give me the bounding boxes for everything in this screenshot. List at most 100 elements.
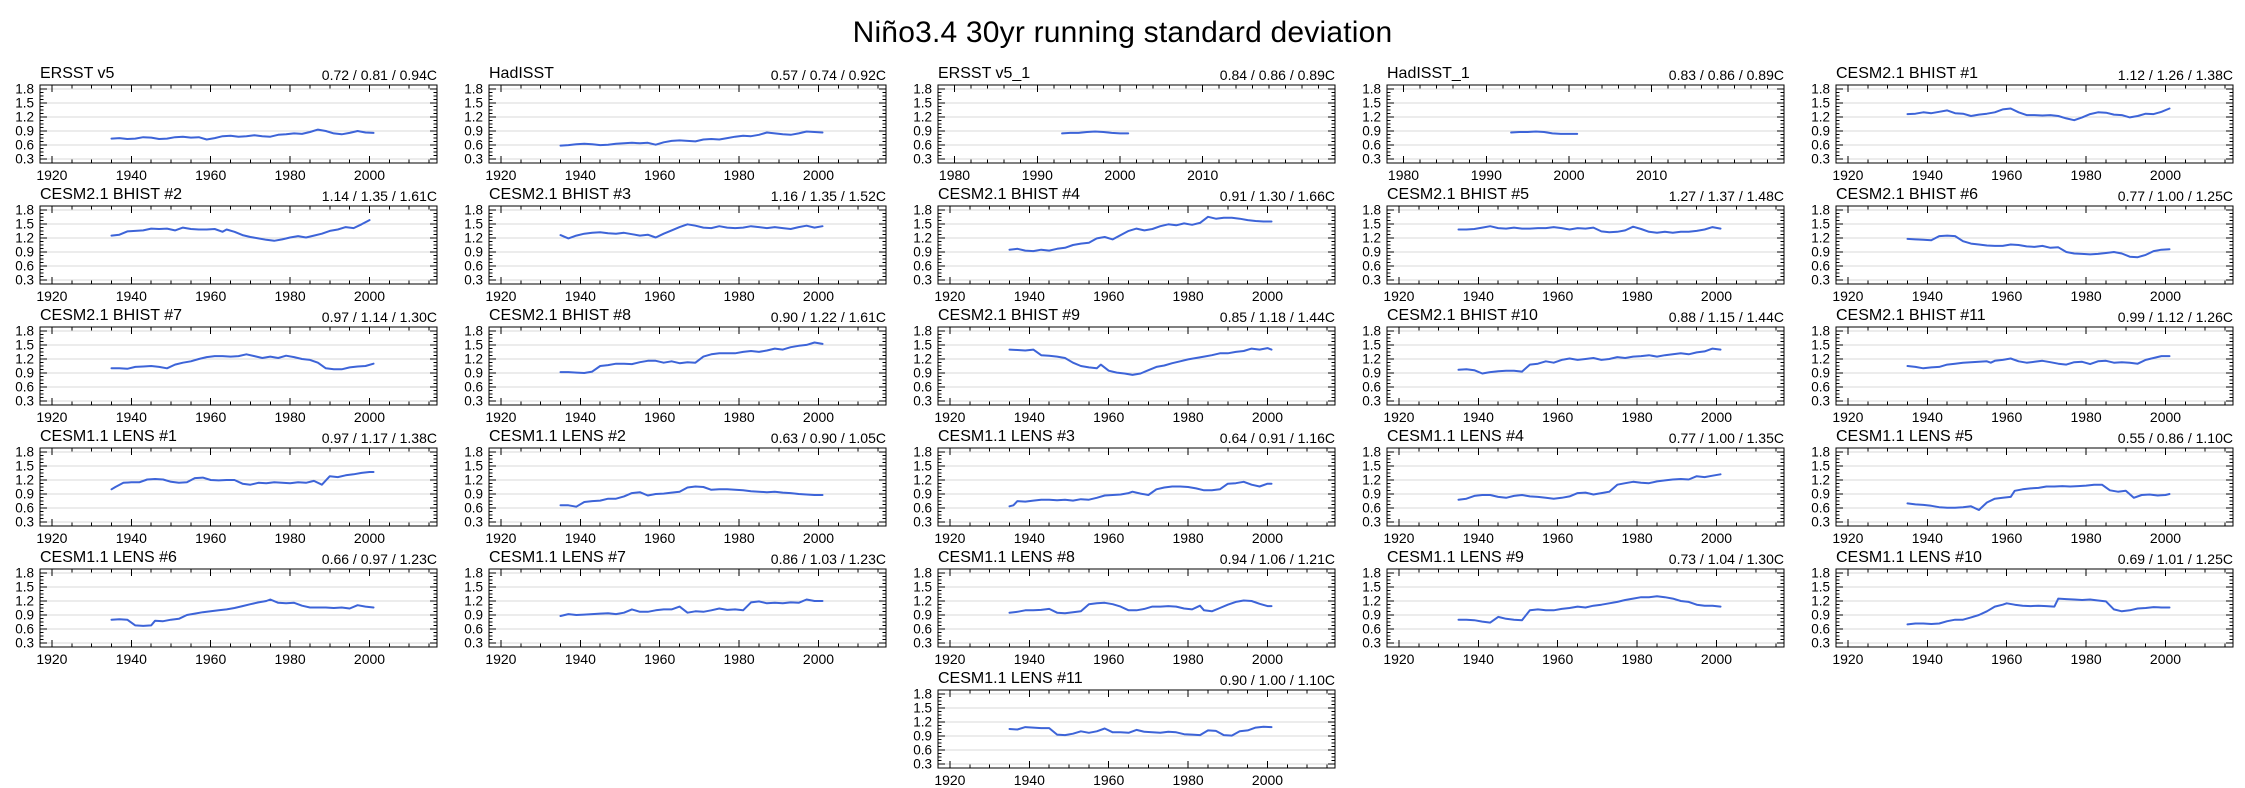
x-tick-label: 1960	[1991, 409, 2022, 425]
x-tick-label: 2000	[354, 409, 385, 425]
panel-header: CESM1.1 LENS #9 0.73 / 1.04 / 1.30C	[1347, 546, 1796, 568]
y-tick-label: 0.6	[15, 501, 34, 516]
y-tick-label: 0.6	[464, 622, 483, 637]
running-stddev-line	[110, 219, 371, 242]
x-tick-label: 1960	[1093, 651, 1124, 667]
y-tick-label: 0.6	[913, 501, 932, 516]
x-tick-label: 1940	[1463, 530, 1494, 546]
x-tick-label: 2000	[803, 651, 834, 667]
x-tick-label: 1980	[724, 167, 755, 183]
y-tick-label: 1.5	[15, 458, 34, 473]
y-tick-label: 0.9	[1811, 366, 1830, 381]
y-tick-label: 0.6	[1811, 501, 1830, 516]
plot-frame	[39, 326, 438, 406]
plot-frame	[488, 84, 887, 164]
x-tick-label: 2000	[354, 530, 385, 546]
chart-panel: CESM1.1 LENS #7 0.86 / 1.03 / 1.23C 0.3 0…	[449, 546, 898, 667]
x-tick-label: 2000	[2150, 651, 2181, 667]
y-tick-label: 1.2	[913, 231, 932, 246]
running-stddev-line	[1906, 483, 2171, 511]
x-tick-label: 1920	[934, 409, 965, 425]
y-tick-label: 1.5	[1362, 337, 1381, 352]
y-tick-label: 0.9	[1362, 366, 1381, 381]
chart-panel: CESM1.1 LENS #5 0.55 / 0.86 / 1.10C 0.3 0…	[1796, 425, 2245, 546]
x-tick-label: 1960	[1991, 167, 2022, 183]
running-stddev-line	[1008, 480, 1273, 508]
y-tick-label: 1.5	[1811, 337, 1830, 352]
panel-header: ERSST v5_1 0.84 / 0.86 / 0.89C	[898, 62, 1347, 84]
x-tick-label: 1960	[195, 288, 226, 304]
y-tick-label: 0.3	[1811, 152, 1830, 167]
y-tick-label: 0.3	[1811, 636, 1830, 651]
y-tick-label: 0.9	[1811, 608, 1830, 623]
x-tick-label: 1960	[1093, 772, 1124, 788]
running-stddev-line	[1906, 355, 2171, 370]
x-tick-label: 1980	[2071, 288, 2102, 304]
panel-title: CESM1.1 LENS #7	[489, 549, 626, 566]
panel-header: CESM2.1 BHIST #3 1.16 / 1.35 / 1.52C	[449, 183, 898, 205]
x-tick-label: 1940	[1912, 167, 1943, 183]
y-tick-label: 0.6	[464, 380, 483, 395]
x-tick-label: 1940	[1014, 651, 1045, 667]
x-tick-label: 1960	[195, 167, 226, 183]
x-tick-label: 1940	[116, 409, 147, 425]
y-tick-label: 0.6	[1362, 138, 1381, 153]
x-tick-label: 2000	[803, 530, 834, 546]
panel-stats-minmax: 0.77 / 1.00 / 1.35C	[1668, 430, 1784, 446]
y-tick-label: 0.9	[15, 608, 34, 623]
plot-frame	[1835, 447, 2234, 527]
x-tick-label: 1960	[195, 651, 226, 667]
chart-panel: CESM2.1 BHIST #8 0.90 / 1.22 / 1.61C 0.3…	[449, 304, 898, 425]
plot-frame	[1835, 568, 2234, 648]
chart-panel: CESM1.1 LENS #4 0.77 / 1.00 / 1.35C 0.3 0…	[1347, 425, 1796, 546]
y-tick-label: 1.8	[1362, 84, 1381, 96]
x-tick-label: 1920	[934, 288, 965, 304]
x-tick-label: 2000	[354, 167, 385, 183]
plot-frame	[937, 84, 1336, 164]
x-tick-label: 1940	[116, 530, 147, 546]
x-tick-label: 2000	[1252, 288, 1283, 304]
y-tick-label: 1.5	[1811, 458, 1830, 473]
y-tick-label: 1.5	[1811, 95, 1830, 110]
panel-title: ERSST v5	[40, 65, 115, 82]
panel-title: HadISST	[489, 65, 554, 82]
y-tick-label: 1.5	[15, 216, 34, 231]
x-tick-label: 1980	[724, 530, 755, 546]
running-stddev-line	[1457, 473, 1722, 501]
plot-frame	[937, 568, 1336, 648]
chart-panel: CESM1.1 LENS #9 0.73 / 1.04 / 1.30C 0.3 0…	[1347, 546, 1796, 667]
panel-title: CESM2.1 BHIST #1	[1836, 65, 1978, 82]
panel-header: CESM1.1 LENS #5 0.55 / 0.86 / 1.10C	[1796, 425, 2245, 447]
x-tick-label: 2000	[1252, 530, 1283, 546]
panel-header: CESM2.1 BHIST #11 0.99 / 1.12 / 1.26C	[1796, 304, 2245, 326]
panel-plot: 0.30.60.91.21.51.8 1920 1940 1960 1980 2000	[913, 326, 1336, 425]
chart-panel: CESM1.1 LENS #3 0.64 / 0.91 / 1.16C 0.3 0…	[898, 425, 1347, 546]
y-tick-label: 1.8	[1362, 205, 1381, 217]
panel-stats-minmax: 0.66 / 0.97 / 1.23C	[321, 551, 437, 567]
panel-header: CESM2.1 BHIST #9 0.85 / 1.18 / 1.44C	[898, 304, 1347, 326]
panel-title: CESM1.1 LENS #10	[1836, 549, 1982, 566]
y-tick-label: 0.6	[1811, 259, 1830, 274]
y-tick-label: 0.6	[1362, 259, 1381, 274]
y-tick-label: 0.9	[1362, 608, 1381, 623]
running-stddev-line	[1510, 130, 1579, 135]
x-tick-label: 2000	[354, 651, 385, 667]
y-tick-label: 0.6	[464, 259, 483, 274]
y-tick-label: 0.6	[913, 138, 932, 153]
x-tick-label: 1920	[36, 288, 67, 304]
panel-title: CESM2.1 BHIST #3	[489, 186, 631, 203]
y-tick-label: 1.5	[1362, 216, 1381, 231]
y-tick-label: 1.8	[15, 568, 34, 580]
plot-frame	[1386, 84, 1785, 164]
x-tick-label: 1920	[36, 409, 67, 425]
x-tick-label: 1980	[1622, 409, 1653, 425]
panel-header: CESM2.1 BHIST #1 1.12 / 1.26 / 1.38C	[1796, 62, 2245, 84]
y-tick-label: 1.5	[464, 579, 483, 594]
panel-plot: 0.30.60.91.21.51.8 1920 1940 1960 1980 2000	[464, 205, 887, 304]
panel-stats-minmax: 1.14 / 1.35 / 1.61C	[321, 188, 437, 204]
y-tick-label: 0.3	[15, 273, 34, 288]
y-tick-label: 0.9	[913, 608, 932, 623]
panel-stats-minmax: 0.88 / 1.15 / 1.44C	[1668, 309, 1784, 325]
y-tick-label: 1.5	[464, 337, 483, 352]
running-stddev-line	[1906, 234, 2171, 259]
